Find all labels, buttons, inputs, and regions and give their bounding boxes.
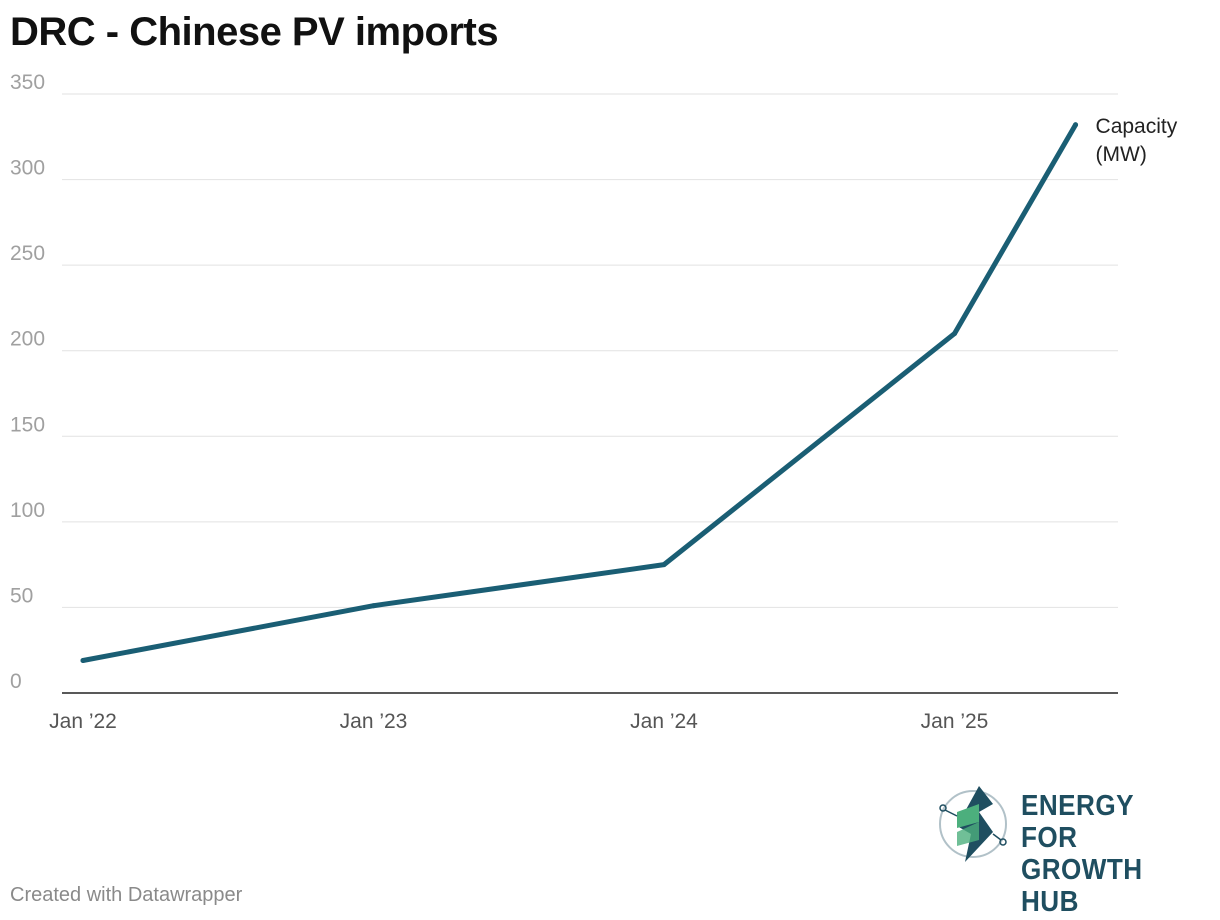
- series-label-line-1: (MW): [1096, 143, 1147, 166]
- bolt-circuit-icon: [939, 786, 1007, 862]
- logo-wordmark: ENERGY FOR GROWTH HUB: [1021, 790, 1187, 918]
- y-tick-label-0: 0: [10, 670, 22, 693]
- y-tick-label-350: 350: [10, 71, 45, 94]
- data-point-0-3: [952, 331, 957, 337]
- y-tick-label-150: 150: [10, 413, 45, 436]
- y-tick-label-300: 300: [10, 157, 45, 180]
- datawrapper-credit: Created with Datawrapper: [10, 884, 243, 906]
- data-point-0-4: [1073, 122, 1079, 128]
- series-label-line-0: Capacity: [1096, 115, 1178, 138]
- x-tick-label-2: Jan ’24: [630, 710, 698, 733]
- y-axis-ticks: 0 50 100 150 200 250 300 350: [10, 71, 45, 693]
- data-point-0-0: [80, 657, 86, 663]
- x-tick-label-0: Jan ’22: [49, 710, 117, 733]
- data-point-0-1: [371, 603, 376, 609]
- energy-for-growth-hub-logo: ENERGY FOR GROWTH HUB: [935, 782, 1205, 918]
- y-tick-label-100: 100: [10, 499, 45, 522]
- logo-line-2: GROWTH HUB: [1021, 854, 1143, 918]
- y-tick-label-50: 50: [10, 584, 33, 607]
- x-axis-ticks: Jan ’22 Jan ’23 Jan ’24 Jan ’25: [49, 710, 988, 733]
- series-label-0: Capacity (MW): [1096, 115, 1178, 166]
- series-line-0: [80, 122, 1079, 663]
- gridlines: [62, 93, 1118, 608]
- x-tick-label-3: Jan ’25: [921, 710, 989, 733]
- data-point-0-2: [661, 562, 667, 568]
- logo-line-1: ENERGY FOR: [1021, 790, 1134, 854]
- y-tick-label-200: 200: [10, 328, 45, 351]
- series-labels: Capacity (MW): [1096, 115, 1178, 166]
- x-tick-label-1: Jan ’23: [340, 710, 408, 733]
- y-tick-label-250: 250: [10, 242, 45, 265]
- series-group: [80, 122, 1079, 663]
- chart-title: DRC - Chinese PV imports: [10, 10, 499, 54]
